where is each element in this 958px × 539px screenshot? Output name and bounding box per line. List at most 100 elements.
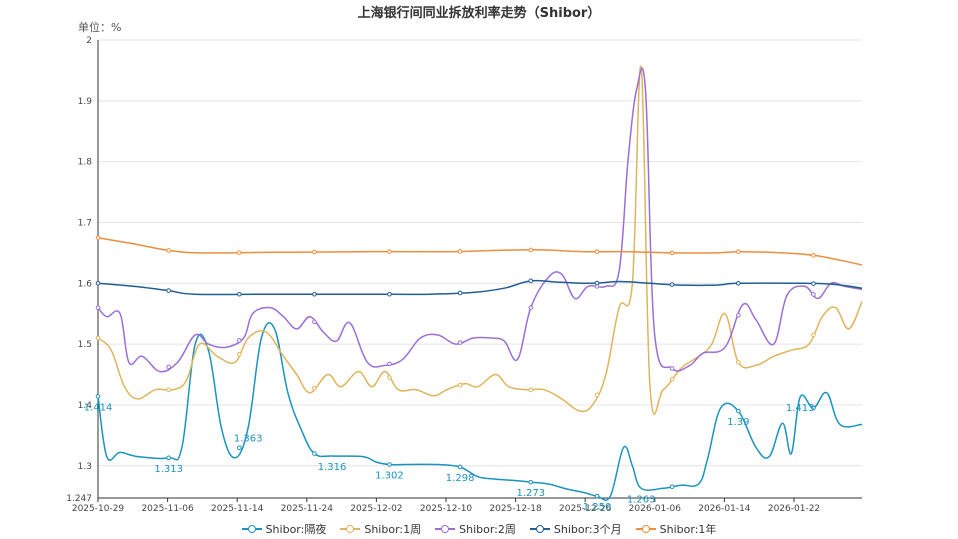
data-label: 1.273: [516, 488, 545, 499]
legend-item[interactable]: Shibor:隔夜: [241, 521, 326, 537]
x-tick-label: 2025-10-29: [72, 504, 125, 514]
data-label: 1.298: [446, 473, 475, 484]
chart-title: 上海银行间同业拆放利率走势（Shibor）: [357, 6, 601, 21]
legend-swatch: [635, 524, 656, 534]
legend-item[interactable]: Shibor:1周: [340, 521, 421, 537]
data-label: 1.263: [627, 494, 656, 505]
series-point: [669, 282, 675, 287]
series-point: [387, 462, 392, 467]
series-point: [166, 387, 171, 393]
y-tick-label: 1.9: [78, 97, 93, 107]
data-label: 1.413: [786, 403, 815, 414]
series-point: [95, 280, 101, 286]
legend-label: Shibor:1年: [659, 523, 717, 536]
series-point: [528, 278, 534, 284]
series-point: [387, 291, 392, 297]
data-label: 1.316: [318, 462, 347, 473]
series-point: [811, 332, 816, 338]
series-point: [669, 250, 675, 256]
series-point: [736, 312, 741, 318]
y-tick-label: 1.8: [78, 158, 93, 168]
series-line-3: [97, 279, 863, 296]
legend-item[interactable]: Shibor:1年: [635, 521, 717, 537]
series-point: [166, 364, 171, 370]
series-line-0: [97, 322, 863, 501]
series-point: [594, 493, 600, 499]
data-label: 1.302: [375, 471, 404, 482]
series-point: [594, 280, 600, 286]
series-point: [387, 249, 392, 254]
x-tick-label: 2025-11-06: [141, 504, 194, 514]
x-tick-label: 2025-12-10: [420, 504, 473, 514]
legend-item[interactable]: Shibor:2周: [435, 521, 516, 537]
series-point: [811, 281, 816, 286]
x-tick-label: 2025-12-02: [350, 504, 402, 514]
y-min-label: 1.247: [66, 494, 92, 504]
y-tick-label: 1.3: [78, 462, 92, 472]
x-tick-label: 2025-11-14: [211, 504, 264, 514]
series-point: [95, 394, 101, 399]
series-line-4: [97, 236, 863, 266]
series-point: [166, 455, 171, 461]
series-point: [387, 375, 392, 380]
series-point: [669, 484, 675, 490]
chart-legend: Shibor:隔夜 Shibor:1周 Shibor:2周 Shibor:3个月 Shi…: [0, 521, 958, 537]
legend-label: Shibor:1周: [364, 523, 422, 536]
unit-label: 单位：%: [78, 21, 122, 34]
y-tick-label: 1.7: [78, 218, 92, 228]
series-line-2: [97, 67, 863, 373]
legend-label: Shibor:3个月: [553, 523, 622, 536]
data-label: 1.250: [583, 502, 612, 513]
x-tick-label: 2026-01-14: [698, 504, 751, 514]
series-point: [457, 340, 463, 345]
series-point: [95, 305, 101, 310]
series-point: [669, 376, 675, 382]
x-tick-label: 2025-12-26: [559, 504, 612, 514]
series-point: [237, 291, 242, 297]
series-point: [528, 305, 534, 310]
series-point: [669, 366, 675, 371]
x-tick-label: 2025-12-18: [489, 504, 542, 514]
data-label: 1.363: [234, 433, 263, 444]
series-point: [528, 479, 534, 485]
series-point: [95, 235, 101, 240]
series-point: [528, 387, 534, 393]
series-point: [312, 385, 317, 391]
y-tick-label: 1.5: [78, 340, 92, 350]
series-point: [736, 408, 741, 414]
series-point: [237, 250, 242, 255]
series-point: [312, 451, 317, 456]
x-tick-label: 2026-01-22: [768, 504, 820, 514]
series-point: [811, 292, 816, 297]
legend-swatch: [529, 524, 550, 534]
series-point: [166, 288, 171, 293]
series-point: [594, 249, 600, 254]
series-point: [457, 249, 463, 254]
series-point: [811, 405, 816, 411]
series-point: [457, 382, 463, 388]
series-point: [237, 351, 242, 357]
legend-label: Shibor:2周: [459, 523, 516, 536]
series-line-1: [97, 65, 863, 415]
series-point: [95, 335, 101, 341]
y-tick-label: 2: [86, 36, 92, 46]
series-point: [811, 253, 816, 258]
legend-item[interactable]: Shibor:3个月: [529, 521, 622, 537]
series-point: [312, 249, 317, 255]
series-point: [457, 290, 463, 296]
legend-swatch: [241, 524, 262, 534]
data-label: 1.313: [154, 464, 183, 475]
series-point: [528, 247, 534, 253]
series-point: [736, 249, 741, 254]
series-point: [736, 360, 741, 365]
series-point: [166, 248, 171, 253]
series-point: [312, 291, 317, 297]
y-tick-label: 1.6: [78, 279, 93, 289]
series-point: [237, 338, 242, 343]
series-point: [736, 280, 741, 286]
data-label: 1.414: [84, 402, 113, 413]
series-point: [237, 445, 242, 451]
series-point: [387, 361, 392, 367]
series-point: [594, 392, 600, 398]
